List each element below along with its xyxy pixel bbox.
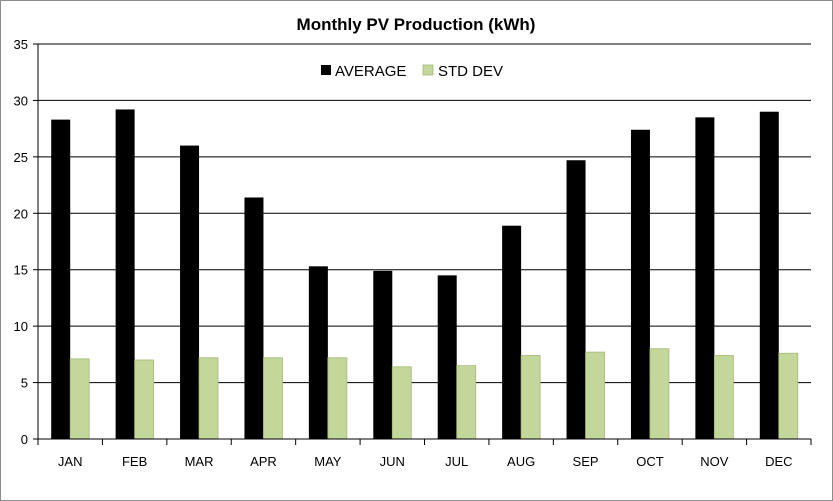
bar-average-aug [502, 225, 522, 439]
x-tick-label-jul: JUL [445, 454, 468, 469]
x-tick-label-sep: SEP [573, 454, 599, 469]
legend: AVERAGE STD DEV [321, 63, 503, 80]
x-tick-label-jan: JAN [58, 454, 83, 469]
y-tick-label-35: 35 [14, 37, 28, 52]
bar-std-dev-may [327, 357, 348, 440]
axes: 0 5 10 15 20 25 30 35 JAN FEB MAR APR MAY JUN JUL AUG SE… [14, 37, 812, 469]
x-tick-label-apr: APR [250, 454, 277, 469]
bar-std-dev-aug [520, 355, 541, 440]
bar-std-dev-jun [391, 366, 412, 440]
x-tick-label-jun: JUN [380, 454, 405, 469]
bar-std-dev-sep [585, 351, 605, 440]
x-tick-label-oct: OCT [636, 454, 664, 469]
y-tick-label-5: 5 [21, 376, 28, 391]
x-tick-label-mar: MAR [185, 454, 214, 469]
bar-average-sep [566, 160, 586, 439]
x-tick-label-feb: FEB [122, 454, 147, 469]
x-tick-label-aug: AUG [507, 454, 535, 469]
bar-average-nov [695, 117, 715, 439]
bar-average-oct [630, 129, 650, 439]
bar-std-dev-jan [69, 358, 90, 440]
y-tick-label-20: 20 [14, 206, 28, 221]
bar-average-jun [373, 270, 393, 439]
y-tick-label-30: 30 [14, 93, 28, 108]
legend-swatch-std-dev [422, 64, 434, 76]
bars [51, 109, 799, 440]
bar-average-mar [180, 145, 200, 440]
bar-std-dev-apr [263, 357, 283, 440]
bar-average-feb [115, 109, 135, 439]
x-tick-label-may: MAY [314, 454, 342, 469]
bar-std-dev-mar [198, 357, 219, 440]
bar-average-jul [437, 275, 457, 439]
bar-std-dev-nov [713, 355, 734, 440]
bar-average-apr [244, 197, 264, 439]
bar-average-jan [51, 119, 71, 439]
y-tick-label-25: 25 [14, 150, 28, 165]
y-tick-label-0: 0 [21, 432, 28, 447]
bar-average-may [308, 266, 328, 439]
chart-title: Monthly PV Production (kWh) [297, 15, 536, 34]
bar-average-dec [759, 111, 779, 439]
x-tick-label-dec: DEC [765, 454, 792, 469]
y-tick-label-15: 15 [14, 263, 28, 278]
bar-std-dev-dec [778, 352, 799, 440]
x-tick-label-nov: NOV [700, 454, 729, 469]
bar-std-dev-jul [456, 365, 477, 440]
legend-label-std-dev: STD DEV [438, 63, 503, 80]
legend-swatch-average [321, 65, 331, 75]
gridlines [38, 43, 811, 384]
y-tick-label-10: 10 [14, 319, 28, 334]
bar-std-dev-feb [134, 359, 155, 440]
bar-std-dev-oct [649, 348, 670, 440]
legend-label-average: AVERAGE [335, 63, 406, 80]
